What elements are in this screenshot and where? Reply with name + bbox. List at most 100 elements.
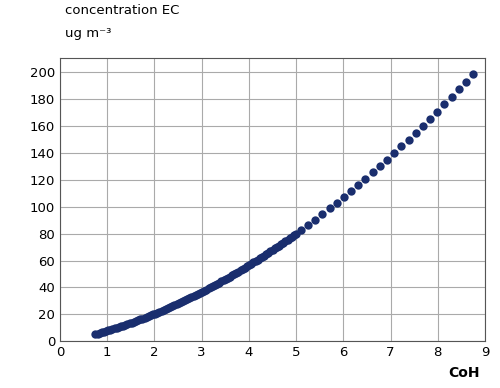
Point (271, 245, 279, 251)
Point (434, 109, 442, 115)
Point (151, 310, 159, 317)
Point (172, 301, 180, 307)
Point (404, 137, 412, 143)
Text: concentration EC: concentration EC (65, 4, 180, 17)
Point (282, 238, 290, 244)
Point (412, 130, 420, 136)
Point (98, 329, 106, 335)
Point (254, 256, 262, 263)
Point (234, 268, 242, 275)
Point (202, 286, 210, 293)
Point (347, 188, 355, 194)
Point (158, 308, 166, 314)
Point (280, 239, 287, 246)
Point (179, 298, 187, 304)
Point (383, 157, 391, 163)
Point (186, 295, 194, 301)
Point (136, 316, 144, 322)
Point (362, 176, 370, 182)
Point (113, 325, 121, 331)
Point (215, 279, 223, 286)
Point (132, 318, 140, 324)
Point (284, 237, 292, 243)
Point (110, 325, 118, 331)
Point (318, 211, 326, 217)
Point (156, 308, 164, 315)
Point (134, 317, 142, 323)
Point (455, 86, 463, 92)
Point (188, 294, 196, 300)
Point (145, 313, 153, 319)
Point (128, 319, 136, 326)
Point (147, 312, 155, 319)
Point (326, 205, 334, 211)
Point (376, 163, 384, 169)
Point (124, 321, 132, 327)
Point (130, 319, 138, 325)
Point (230, 271, 238, 277)
Point (262, 251, 270, 257)
Point (220, 277, 228, 283)
Point (206, 284, 214, 290)
Point (232, 270, 240, 276)
Point (290, 232, 298, 238)
Point (170, 302, 178, 308)
Point (252, 258, 260, 264)
Point (311, 217, 319, 223)
Point (177, 299, 185, 305)
Point (209, 283, 217, 289)
Point (292, 230, 300, 237)
Point (164, 305, 172, 311)
Point (198, 289, 206, 295)
Point (115, 324, 123, 330)
Point (297, 227, 305, 233)
Point (368, 170, 376, 176)
Point (181, 297, 189, 303)
Point (469, 71, 477, 77)
Point (162, 306, 170, 312)
Point (190, 293, 198, 299)
Point (426, 116, 434, 122)
Point (183, 296, 191, 302)
Point (218, 278, 226, 284)
Point (340, 194, 348, 200)
Point (264, 249, 272, 256)
Point (304, 222, 312, 228)
Point (149, 311, 157, 317)
Point (256, 255, 264, 262)
Point (174, 300, 182, 307)
Point (126, 320, 134, 326)
Point (160, 307, 168, 313)
Point (96, 330, 104, 336)
Point (196, 290, 204, 296)
Point (275, 242, 283, 249)
Point (192, 292, 200, 298)
Point (245, 262, 253, 268)
Point (332, 199, 340, 206)
Point (260, 253, 268, 259)
Point (236, 267, 244, 274)
Point (226, 274, 234, 280)
Point (462, 79, 470, 85)
Point (106, 327, 114, 333)
Point (140, 315, 148, 321)
Point (92, 331, 100, 337)
Point (224, 275, 232, 281)
Point (241, 265, 249, 271)
Point (104, 327, 112, 333)
Point (243, 263, 251, 270)
Point (194, 291, 202, 297)
Point (102, 328, 110, 334)
Point (268, 247, 276, 253)
Point (248, 261, 256, 267)
Point (108, 326, 116, 332)
Point (222, 276, 230, 282)
Point (211, 282, 219, 288)
Point (250, 259, 258, 265)
Point (440, 101, 448, 107)
Point (200, 288, 208, 294)
Point (266, 248, 274, 255)
Point (100, 329, 108, 335)
Point (398, 143, 406, 149)
Point (138, 315, 146, 322)
